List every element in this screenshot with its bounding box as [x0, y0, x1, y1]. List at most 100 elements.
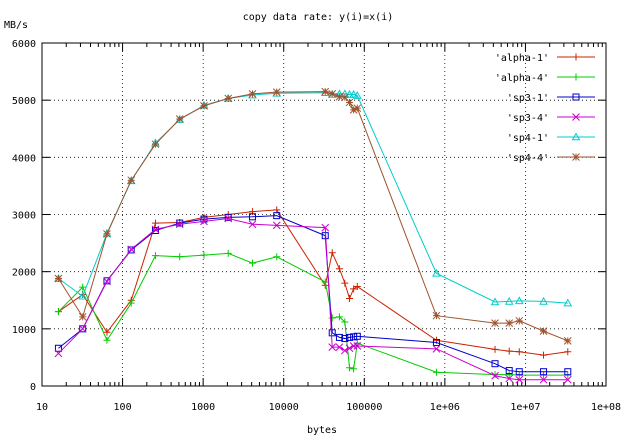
y-tick-label: 6000 [12, 39, 36, 50]
data-point [321, 278, 329, 286]
data-point [350, 333, 358, 341]
y-tick-label: 4000 [12, 153, 36, 164]
legend-item: 'sp3-4' [507, 113, 595, 124]
data-point [248, 90, 257, 98]
data-point [505, 367, 513, 375]
data-point [505, 374, 514, 383]
legend-marker [572, 73, 580, 81]
data-point [127, 176, 136, 185]
data-point [491, 371, 499, 380]
data-point [349, 106, 358, 114]
data-point [200, 215, 208, 223]
x-tick-label: 10 [36, 402, 48, 413]
x-axis-label: bytes [307, 425, 337, 436]
series-group [54, 214, 572, 384]
data-point [127, 299, 135, 307]
data-point [248, 213, 256, 221]
data-point [350, 365, 358, 373]
data-point [432, 268, 441, 277]
data-point [335, 343, 344, 351]
data-point [127, 245, 136, 254]
legend-label: 'sp3-1' [507, 93, 549, 104]
x-tick-label: 100000 [346, 402, 382, 413]
data-point [151, 227, 159, 235]
plot-frame [41, 42, 607, 387]
x-tick-label: 1e+08 [591, 402, 621, 413]
data-point [345, 333, 353, 341]
series-line [58, 209, 568, 356]
series-group [54, 249, 572, 379]
data-point [103, 230, 111, 238]
data-point [79, 325, 87, 333]
data-point [341, 279, 349, 287]
data-point [78, 312, 87, 321]
data-point [341, 335, 349, 343]
data-point [432, 339, 440, 347]
data-point [515, 316, 524, 325]
data-point [224, 94, 233, 103]
data-point [539, 296, 548, 305]
data-point [321, 223, 330, 232]
data-point [151, 140, 160, 149]
series-line [58, 91, 568, 342]
y-tick-label: 3000 [12, 211, 36, 222]
data-point [345, 344, 354, 353]
data-point [540, 368, 548, 376]
legend-label: 'alpha-4' [495, 73, 549, 84]
data-point [175, 220, 184, 229]
data-point [432, 344, 441, 353]
series-group [54, 212, 572, 376]
data-point [151, 219, 159, 227]
data-point [491, 345, 499, 353]
data-point [54, 344, 62, 352]
data-point [78, 324, 87, 333]
data-point [563, 298, 573, 307]
legend-item: 'alpha-4' [495, 73, 595, 84]
data-point [349, 89, 358, 98]
series-group [54, 88, 573, 307]
data-point [514, 296, 524, 305]
data-point [341, 318, 349, 326]
data-point [328, 249, 336, 257]
legend-item: 'sp3-1' [507, 93, 595, 104]
data-point [328, 343, 337, 351]
data-point [353, 332, 361, 340]
data-point [345, 98, 354, 107]
data-point [564, 368, 572, 376]
legend-marker [571, 132, 581, 141]
legend-marker [572, 153, 580, 161]
data-point [103, 336, 111, 344]
y-tick-label: 5000 [12, 96, 36, 107]
data-point [103, 277, 111, 285]
data-point [432, 311, 441, 320]
data-point [54, 308, 62, 316]
data-point [54, 274, 63, 283]
data-point [504, 296, 514, 305]
data-point [176, 253, 184, 261]
y-axis-label: MB/s [4, 20, 28, 31]
data-point [248, 220, 257, 229]
data-point [54, 349, 63, 358]
x-tick-label: 1e+06 [430, 402, 460, 413]
data-point [352, 91, 362, 99]
data-point [335, 265, 343, 273]
legend-marker [572, 113, 580, 121]
data-point [432, 368, 440, 376]
data-point [350, 285, 358, 293]
data-point [349, 342, 358, 350]
data-point [345, 295, 353, 303]
legend-label: 'sp4-4' [507, 153, 549, 164]
data-point [563, 375, 572, 384]
data-point [272, 221, 281, 230]
data-point [79, 283, 87, 291]
data-point [224, 214, 233, 223]
data-point [200, 213, 208, 221]
data-point [328, 329, 336, 337]
data-point [491, 360, 499, 368]
y-tick-label: 2000 [12, 268, 36, 279]
x-tick-label: 1000 [191, 402, 215, 413]
data-point [515, 375, 524, 384]
data-point [491, 319, 499, 327]
series-group [54, 206, 572, 359]
data-point [272, 88, 281, 97]
